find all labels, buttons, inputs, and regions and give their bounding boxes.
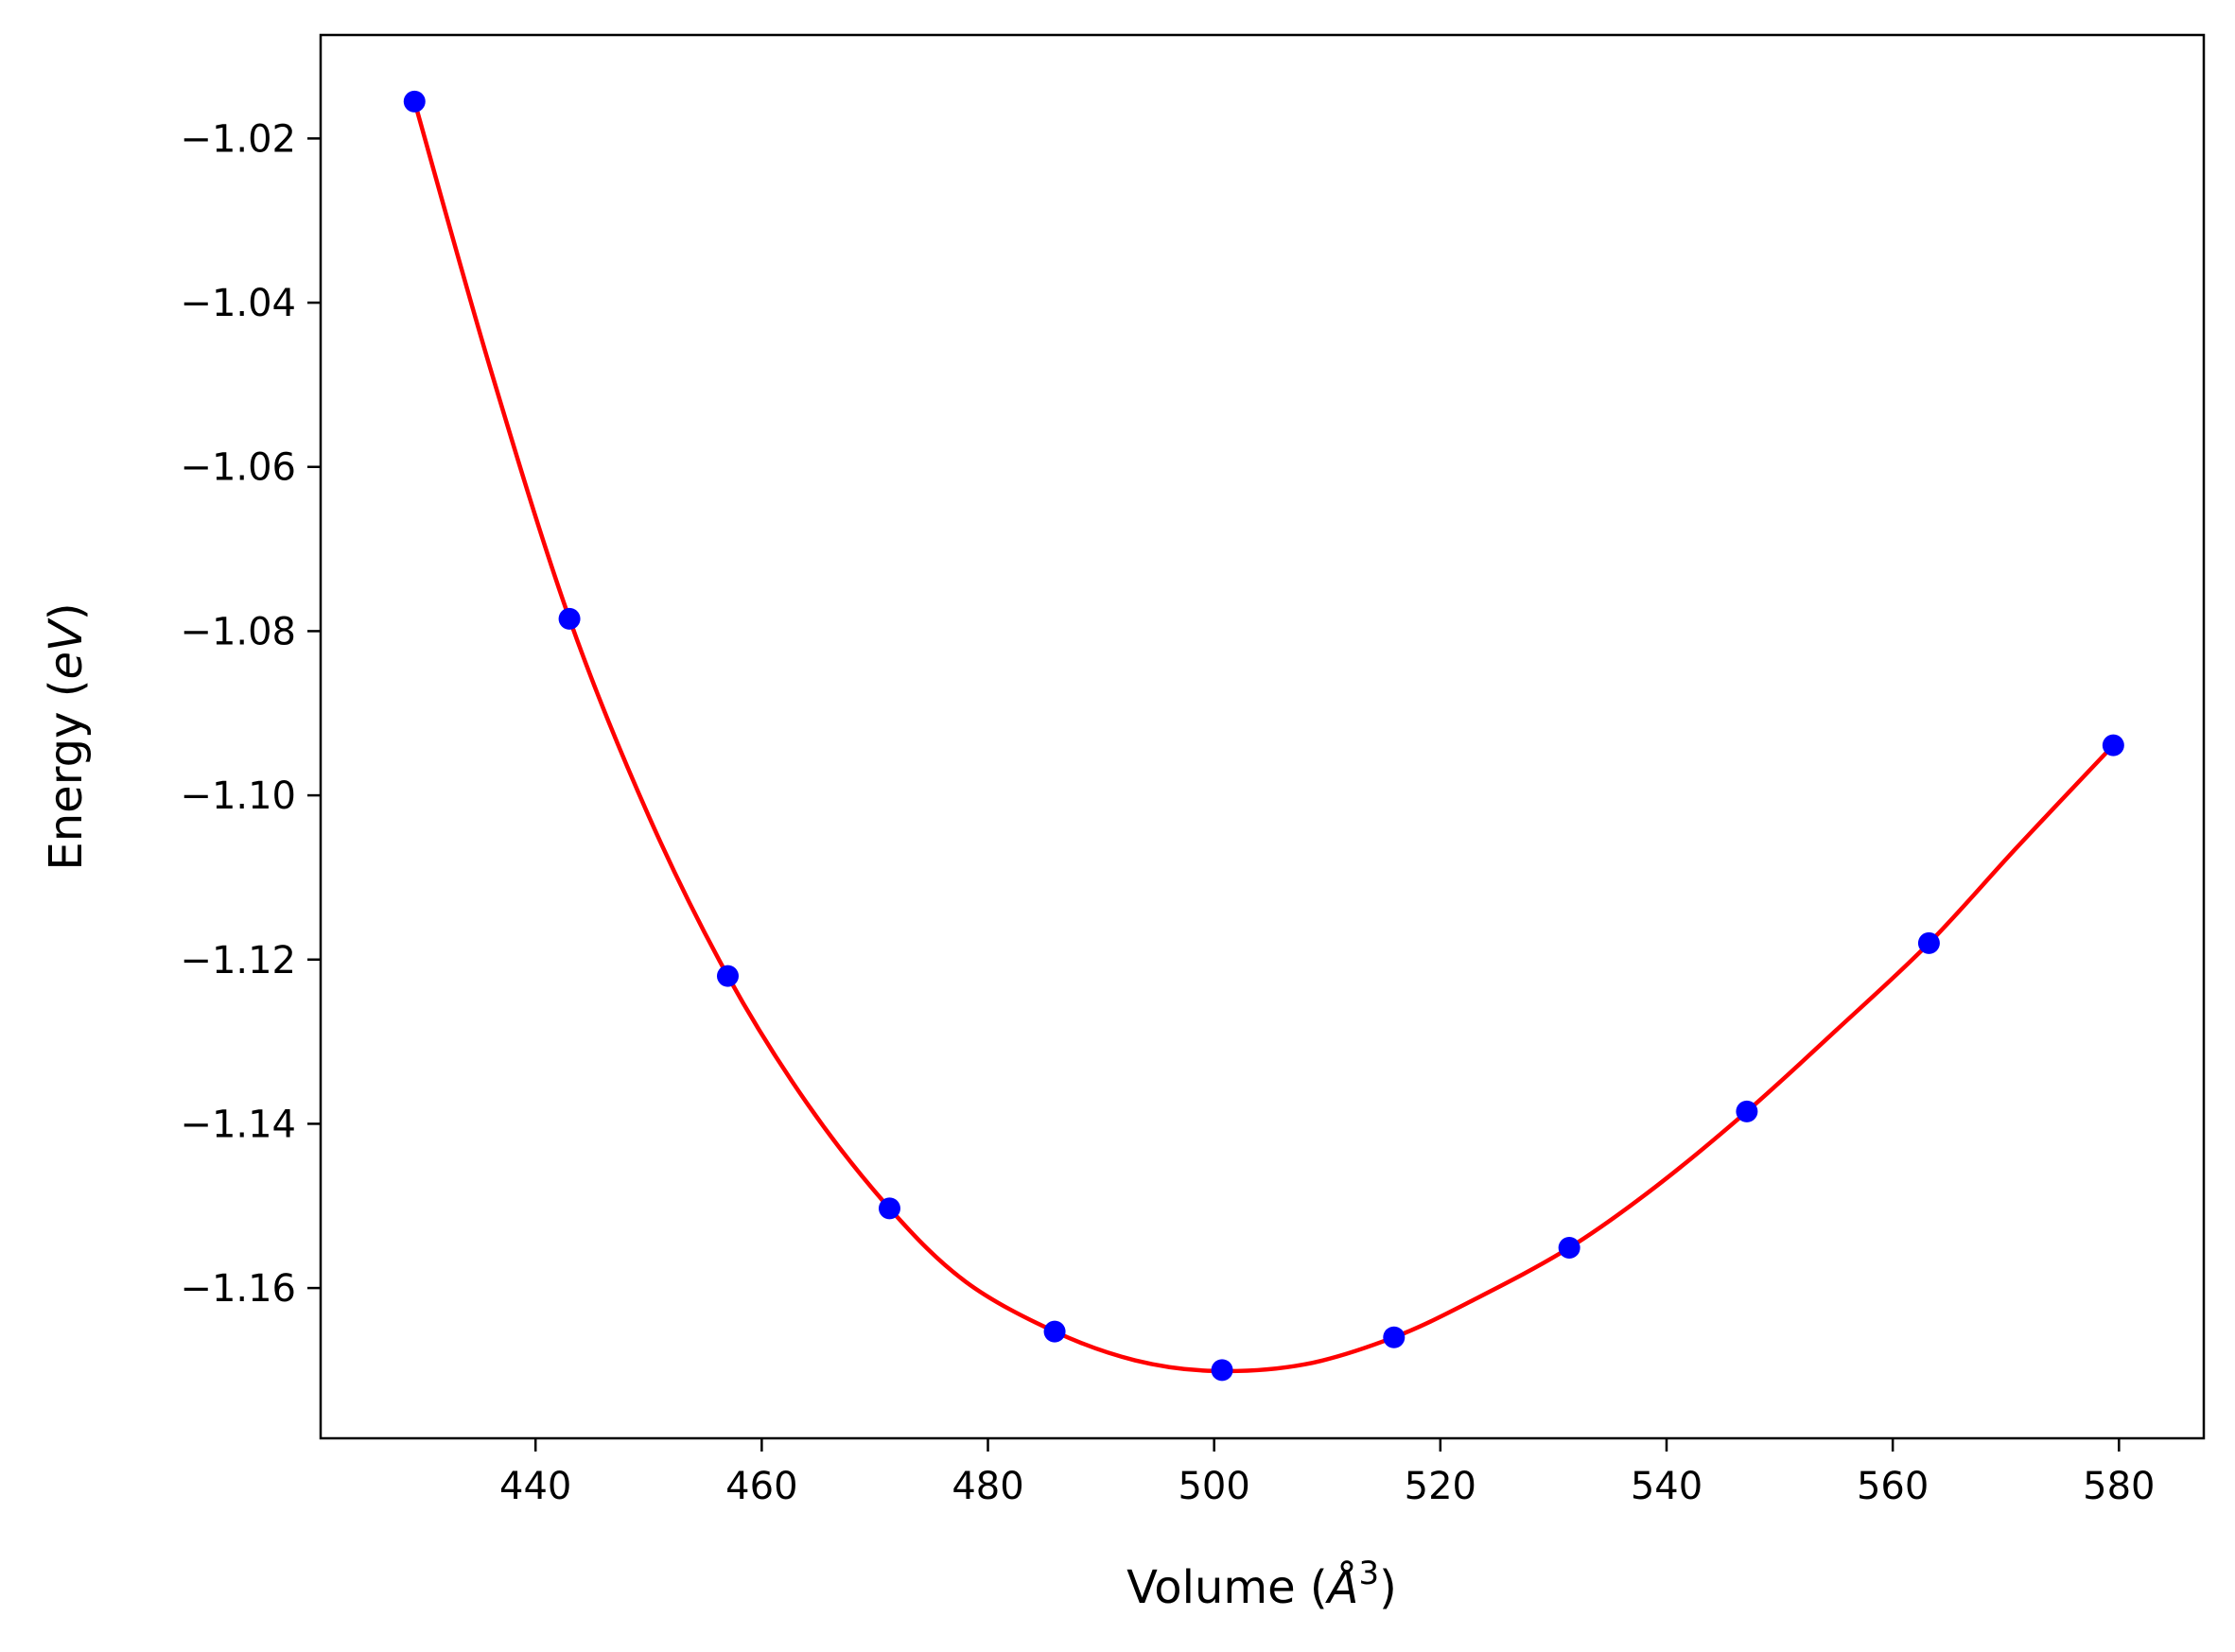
x-tick-label: 500	[1178, 1465, 1249, 1508]
y-tick-label: −1.16	[180, 1267, 296, 1311]
x-tick-label: 520	[1405, 1465, 1476, 1508]
data-point	[558, 607, 581, 630]
data-point	[878, 1197, 900, 1220]
x-axis-label-unit: Å	[1325, 1560, 1359, 1614]
x-axis-ticks: 440 460 480 500 520 540 560 580	[499, 1438, 2155, 1508]
x-tick-label: 460	[725, 1465, 797, 1508]
y-axis-ticks: −1.02 −1.04 −1.06 −1.08 −1.10 −1.12 −1.14 −1.16	[180, 117, 321, 1311]
y-tick-label: −1.06	[180, 446, 296, 490]
y-axis-label-suffix: )	[40, 602, 93, 620]
y-axis-label-prefix: Energy (	[40, 680, 93, 871]
data-point	[1736, 1100, 1758, 1122]
data-point	[1383, 1326, 1406, 1348]
y-tick-label: −1.04	[180, 282, 296, 325]
y-tick-label: −1.02	[180, 117, 296, 161]
x-axis-label-exponent: 3	[1358, 1555, 1379, 1592]
data-point	[403, 90, 426, 113]
x-tick-label: 480	[952, 1465, 1023, 1508]
x-axis-label-suffix: )	[1379, 1561, 1397, 1614]
plot-frame	[319, 33, 2206, 1440]
fit-curve-layer	[412, 99, 2116, 1374]
y-tick-label: −1.14	[180, 1103, 296, 1146]
x-axis-label-prefix: Volume (	[1126, 1561, 1328, 1614]
data-point	[1558, 1237, 1580, 1260]
y-axis-label: Energy (eV)	[40, 602, 93, 870]
x-tick-label: 560	[1857, 1465, 1929, 1508]
y-axis-label-unit: eV	[40, 617, 93, 680]
x-tick-label: 580	[2083, 1465, 2155, 1508]
data-point	[1043, 1320, 1066, 1343]
x-tick-label: 440	[499, 1465, 571, 1508]
data-point	[716, 965, 739, 987]
y-tick-label: −1.10	[180, 774, 296, 818]
fit-curve-line	[412, 99, 2116, 1374]
y-tick-label: −1.08	[180, 610, 296, 653]
data-point	[1917, 931, 1940, 954]
x-axis-label: Volume (Å3)	[1126, 1555, 1397, 1614]
data-point	[1211, 1359, 1233, 1382]
y-tick-label: −1.12	[180, 939, 296, 983]
data-point	[2102, 734, 2124, 756]
x-tick-label: 540	[1631, 1465, 1702, 1508]
data-points-layer	[403, 90, 2124, 1382]
